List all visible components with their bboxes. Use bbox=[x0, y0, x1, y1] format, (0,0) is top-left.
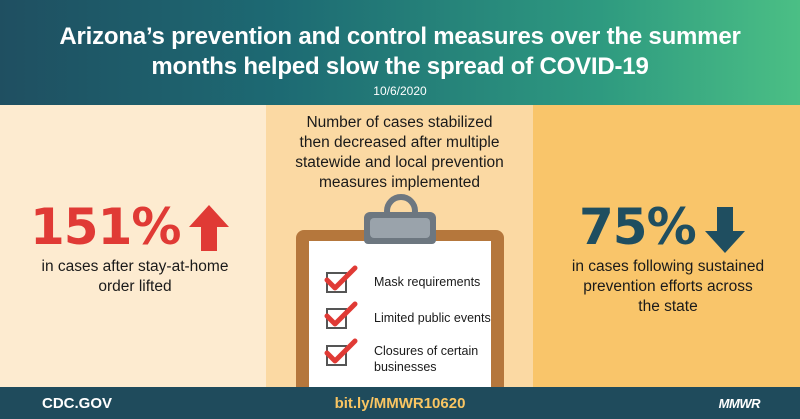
increase-description: in cases after stay-at-home order lifted bbox=[20, 257, 250, 297]
middle-heading-line-4: measures implemented bbox=[318, 174, 481, 191]
checkmark-icon bbox=[324, 338, 358, 364]
middle-heading-line-1: Number of cases stabilized bbox=[306, 114, 493, 131]
clipboard-clip-front bbox=[370, 218, 430, 238]
header-banner: Arizona’s prevention and control measure… bbox=[0, 0, 800, 105]
increase-percentage: 151% bbox=[30, 198, 181, 256]
right-stat-panel: 75% in cases following sustained prevent… bbox=[533, 105, 800, 387]
footer-bar: CDC.GOV bit.ly/MMWR10620 MMWR bbox=[0, 387, 800, 419]
checklist-label: Limited public events bbox=[374, 311, 491, 325]
down-arrow-icon bbox=[705, 207, 745, 253]
page-title: Arizona’s prevention and control measure… bbox=[0, 22, 800, 82]
left-stat-panel: 151% in cases after stay-at-home order l… bbox=[0, 105, 266, 387]
checklist-label: Mask requirements bbox=[374, 275, 481, 289]
publish-date: 10/6/2020 bbox=[373, 84, 427, 98]
cdc-gov-link[interactable]: CDC.GOV bbox=[42, 395, 113, 412]
increase-description-line-2: order lifted bbox=[98, 278, 172, 295]
middle-heading-line-3: statewide and local prevention bbox=[295, 154, 504, 171]
checklist-label-line-2: businesses bbox=[374, 360, 437, 374]
decrease-description-line-1: in cases following sustained bbox=[571, 258, 765, 275]
decrease-description-line-2: prevention efforts across bbox=[583, 278, 753, 295]
checkmark-icon bbox=[324, 301, 358, 327]
increase-description-line-1: in cases after stay-at-home bbox=[41, 258, 229, 275]
mmwr-short-link[interactable]: bit.ly/MMWR10620 bbox=[334, 395, 466, 412]
up-arrow-icon bbox=[189, 205, 229, 251]
title-line-2: months helped slow the spread of COVID-1… bbox=[151, 53, 649, 80]
middle-panel: Number of cases stabilized then decrease… bbox=[266, 105, 533, 401]
decrease-description: in cases following sustained prevention … bbox=[545, 257, 791, 317]
title-line-1: Arizona’s prevention and control measure… bbox=[59, 23, 741, 50]
decrease-description-line-3: the state bbox=[638, 298, 698, 315]
checklist-label-line-1: Closures of certain bbox=[374, 344, 479, 358]
checkmark-icon bbox=[324, 265, 358, 291]
mmwr-logo: MMWR bbox=[718, 396, 761, 411]
decrease-percentage: 75% bbox=[579, 198, 697, 256]
middle-heading-line-2: then decreased after multiple bbox=[299, 134, 500, 151]
middle-heading: Number of cases stabilized then decrease… bbox=[282, 113, 517, 193]
checklist-label: Closures of certain businesses bbox=[374, 343, 478, 375]
